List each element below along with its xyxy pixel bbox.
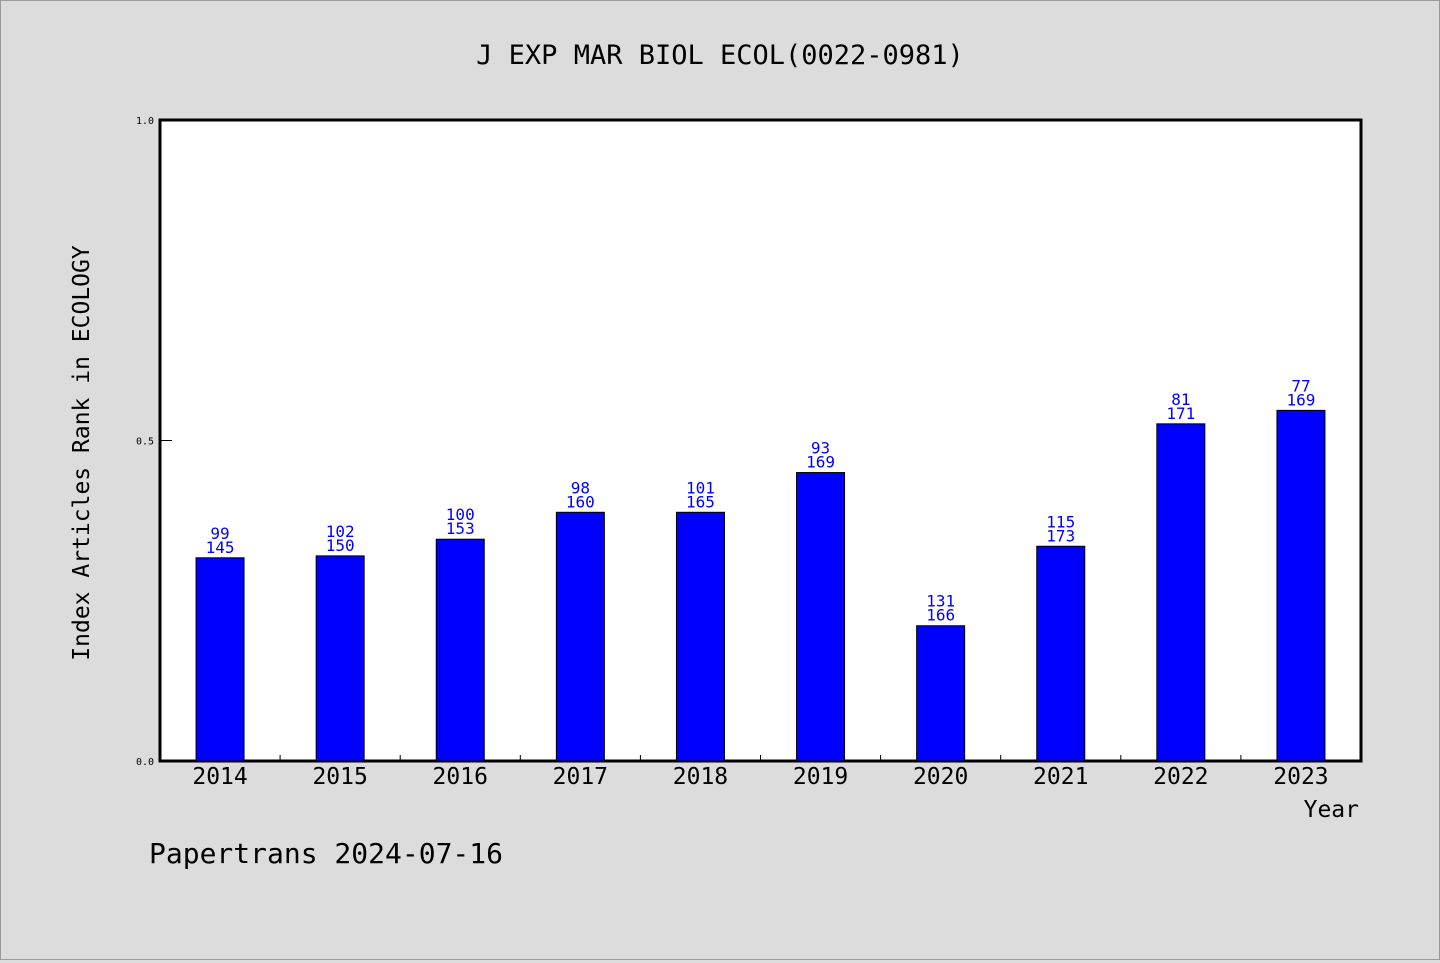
y-tick-label: 0.5 xyxy=(136,437,154,448)
data-label-rank: 100 xyxy=(446,505,475,524)
bar-2022 xyxy=(1156,423,1206,762)
data-label-rank: 101 xyxy=(686,478,715,497)
x-tick-label: 2018 xyxy=(673,764,728,790)
footer-text: Papertrans 2024-07-16 xyxy=(149,837,503,870)
data-label-total: 150 xyxy=(326,536,355,555)
x-tick-label: 2023 xyxy=(1273,764,1328,790)
data-label-total: 160 xyxy=(566,492,595,511)
data-label-rank: 77 xyxy=(1291,376,1310,395)
data-label-rank: 99 xyxy=(210,524,229,543)
x-tick-label: 2017 xyxy=(553,764,608,790)
data-label-rank: 81 xyxy=(1171,390,1190,409)
data-label-rank: 93 xyxy=(811,439,830,458)
y-tick-label: 1.0 xyxy=(136,116,154,127)
x-tick-label: 2022 xyxy=(1153,764,1208,790)
bar-2018 xyxy=(675,511,725,762)
bar-2014 xyxy=(195,557,245,762)
bar-2016 xyxy=(435,538,485,762)
y-axis-label: Index Articles Rank in ECOLOGY xyxy=(69,245,95,661)
bar-2021 xyxy=(1036,545,1086,762)
data-label-rank: 98 xyxy=(571,478,590,497)
data-label-rank: 131 xyxy=(926,592,955,611)
x-tick-label: 2014 xyxy=(192,764,247,790)
x-tick-label: 2019 xyxy=(793,764,848,790)
bar-2015 xyxy=(315,555,365,762)
bar-2023 xyxy=(1276,409,1326,762)
data-label-total: 169 xyxy=(806,453,835,472)
data-label-total: 166 xyxy=(926,606,955,625)
data-label-total: 145 xyxy=(206,538,235,557)
data-label-total: 173 xyxy=(1046,526,1075,545)
bar-2019 xyxy=(796,472,846,762)
data-label-total: 171 xyxy=(1166,404,1195,423)
data-label-rank: 102 xyxy=(326,522,355,541)
data-label-total: 153 xyxy=(446,519,475,538)
x-tick-label: 2016 xyxy=(433,764,488,790)
data-label-total: 169 xyxy=(1286,390,1315,409)
y-tick-label: 0.0 xyxy=(136,757,154,768)
chart-title: J EXP MAR BIOL ECOL(0022-0981) xyxy=(476,40,964,71)
data-label-rank: 115 xyxy=(1046,512,1075,531)
x-tick-label: 2021 xyxy=(1033,764,1088,790)
data-label-total: 165 xyxy=(686,492,715,511)
x-axis-label: Year xyxy=(1304,797,1359,823)
x-tick-label: 2015 xyxy=(312,764,367,790)
x-tick-label: 2020 xyxy=(913,764,968,790)
bar-2017 xyxy=(555,511,605,762)
bar-2020 xyxy=(916,625,966,762)
